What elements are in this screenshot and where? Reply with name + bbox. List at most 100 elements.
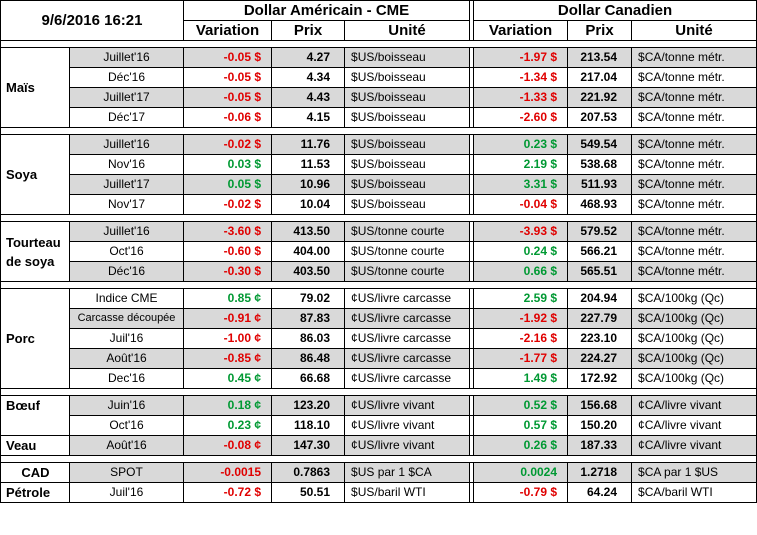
product-label-soya: Soya bbox=[0, 134, 70, 215]
cad-price: 511.93 bbox=[567, 174, 633, 195]
usd-unit: ¢US/livre vivant bbox=[344, 415, 471, 436]
usd-variation: -0.02 $ bbox=[183, 194, 273, 215]
cad-unit: $CA/100kg (Qc) bbox=[631, 288, 757, 309]
contract-cell: Juil'16 bbox=[68, 482, 185, 503]
usd-variation: -1.00 ¢ bbox=[183, 328, 273, 349]
usd-price: 118.10 bbox=[271, 415, 346, 436]
table-row: Août'16 -0.85 ¢ 86.48 ¢US/livre carcasse… bbox=[1, 348, 757, 369]
cad-variation: 0.24 $ bbox=[473, 241, 569, 262]
usd-price: 86.03 bbox=[271, 328, 346, 349]
usd-price: 86.48 bbox=[271, 348, 346, 369]
cad-price: 468.93 bbox=[567, 194, 633, 215]
usd-unit: ¢US/livre carcasse bbox=[344, 368, 471, 389]
contract-cell: Juil'16 bbox=[68, 328, 185, 349]
contract-cell: Déc'17 bbox=[68, 107, 185, 128]
cad-price: 156.68 bbox=[567, 395, 633, 416]
table-row: Juillet'17 -0.05 $ 4.43 $US/boisseau -1.… bbox=[1, 87, 757, 108]
usd-variation: -0.30 $ bbox=[183, 261, 273, 282]
usd-variation: -0.60 $ bbox=[183, 241, 273, 262]
usd-unit: $US/tonne courte bbox=[344, 261, 471, 282]
usd-price: 79.02 bbox=[271, 288, 346, 309]
cad-price: 549.54 bbox=[567, 134, 633, 155]
cad-variation: -1.33 $ bbox=[473, 87, 569, 108]
table-row: Oct'16 0.23 ¢ 118.10 ¢US/livre vivant 0.… bbox=[1, 415, 757, 436]
contract-cell: Juillet'17 bbox=[68, 87, 185, 108]
cad-unit: $CA/tonne métr. bbox=[631, 174, 757, 195]
usd-unit: ¢US/livre vivant bbox=[344, 435, 471, 456]
table-row: Porc Indice CME 0.85 ¢ 79.02 ¢US/livre c… bbox=[0, 288, 757, 389]
contract-cell: Oct'16 bbox=[68, 241, 185, 262]
usd-price: 10.04 bbox=[271, 194, 346, 215]
cad-unit: $CA/tonne métr. bbox=[631, 67, 757, 88]
usd-unit: $US/boisseau bbox=[344, 154, 471, 175]
cad-variation: 0.66 $ bbox=[473, 261, 569, 282]
cad-price: 64.24 bbox=[567, 482, 633, 503]
product-label-petrole: Pétrole bbox=[0, 482, 70, 503]
cad-price: 565.51 bbox=[567, 261, 633, 282]
cad-unit: $CA/100kg (Qc) bbox=[631, 348, 757, 369]
usd-price-header: Prix bbox=[271, 20, 346, 41]
cad-variation: 0.52 $ bbox=[473, 395, 569, 416]
cad-variation: 2.59 $ bbox=[473, 288, 569, 309]
usd-variation: -0.06 $ bbox=[183, 107, 273, 128]
cad-group-header: Dollar Canadien bbox=[473, 0, 757, 21]
table-row: Nov'16 0.03 $ 11.53 $US/boisseau 2.19 $ … bbox=[1, 154, 757, 175]
cad-price: 1.2718 bbox=[567, 462, 633, 483]
cad-price: 223.10 bbox=[567, 328, 633, 349]
cad-price: 538.68 bbox=[567, 154, 633, 175]
usd-unit: $US par 1 $CA bbox=[344, 462, 471, 483]
table-row: CAD SPOT -0.0015 0.7863 $US par 1 $CA 0.… bbox=[0, 462, 757, 483]
cad-price: 213.54 bbox=[567, 47, 633, 68]
contract-cell: Août'16 bbox=[68, 435, 185, 456]
cad-unit: ¢CA/livre vivant bbox=[631, 415, 757, 436]
usd-price: 4.34 bbox=[271, 67, 346, 88]
usd-variation: -3.60 $ bbox=[183, 221, 273, 242]
usd-unit: ¢US/livre carcasse bbox=[344, 328, 471, 349]
contract-cell: Nov'16 bbox=[68, 154, 185, 175]
usd-variation: -0.02 $ bbox=[183, 134, 273, 155]
contract-cell: Juin'16 bbox=[68, 395, 185, 416]
usd-group-header: Dollar Américain - CME bbox=[183, 0, 471, 21]
contract-cell: Oct'16 bbox=[68, 415, 185, 436]
section-spacer bbox=[0, 455, 757, 463]
usd-unit: $US/boisseau bbox=[344, 87, 471, 108]
usd-price: 0.7863 bbox=[271, 462, 346, 483]
cad-unit: $CA/tonne métr. bbox=[631, 221, 757, 242]
cad-variation: -1.77 $ bbox=[473, 348, 569, 369]
usd-price: 11.76 bbox=[271, 134, 346, 155]
usd-variation: -0.08 ¢ bbox=[183, 435, 273, 456]
usd-price: 413.50 bbox=[271, 221, 346, 242]
product-label-mais: Maïs bbox=[0, 47, 70, 128]
cad-variation: 3.31 $ bbox=[473, 174, 569, 195]
timestamp: 9/6/2016 16:21 bbox=[0, 0, 185, 41]
usd-unit: $US/boisseau bbox=[344, 194, 471, 215]
product-label-porc: Porc bbox=[0, 288, 70, 389]
usd-price: 11.53 bbox=[271, 154, 346, 175]
cad-variation: -3.93 $ bbox=[473, 221, 569, 242]
usd-variation: -0.0015 bbox=[183, 462, 273, 483]
usd-price: 123.20 bbox=[271, 395, 346, 416]
usd-unit: ¢US/livre carcasse bbox=[344, 348, 471, 369]
cad-price: 150.20 bbox=[567, 415, 633, 436]
usd-variation: -0.85 ¢ bbox=[183, 348, 273, 369]
usd-price: 404.00 bbox=[271, 241, 346, 262]
table-row: Soya Juillet'16 -0.02 $ 11.76 $US/boisse… bbox=[0, 134, 757, 215]
usd-unit: $US/boisseau bbox=[344, 67, 471, 88]
cad-unit: ¢CA/livre vivant bbox=[631, 435, 757, 456]
commodity-price-table: 9/6/2016 16:21 Dollar Américain - CME Do… bbox=[0, 0, 757, 503]
cad-unit: $CA/100kg (Qc) bbox=[631, 308, 757, 329]
usd-variation: -0.72 $ bbox=[183, 482, 273, 503]
table-row: Carcasse découpée -0.91 ¢ 87.83 ¢US/livr… bbox=[1, 308, 757, 329]
usd-unit: $US/tonne courte bbox=[344, 241, 471, 262]
table-row: Dec'16 0.45 ¢ 66.68 ¢US/livre carcasse 1… bbox=[1, 368, 757, 389]
usd-price: 66.68 bbox=[271, 368, 346, 389]
usd-price: 50.51 bbox=[271, 482, 346, 503]
cad-unit: $CA/tonne métr. bbox=[631, 154, 757, 175]
cad-price: 217.04 bbox=[567, 67, 633, 88]
cad-unit: $CA/100kg (Qc) bbox=[631, 368, 757, 389]
table-row: Tourteau de soya Juillet'16 -3.60 $ 413.… bbox=[0, 221, 757, 282]
usd-unit: $US/boisseau bbox=[344, 107, 471, 128]
cad-variation: -1.34 $ bbox=[473, 67, 569, 88]
usd-unit: $US/boisseau bbox=[344, 134, 471, 155]
usd-variation: 0.45 ¢ bbox=[183, 368, 273, 389]
